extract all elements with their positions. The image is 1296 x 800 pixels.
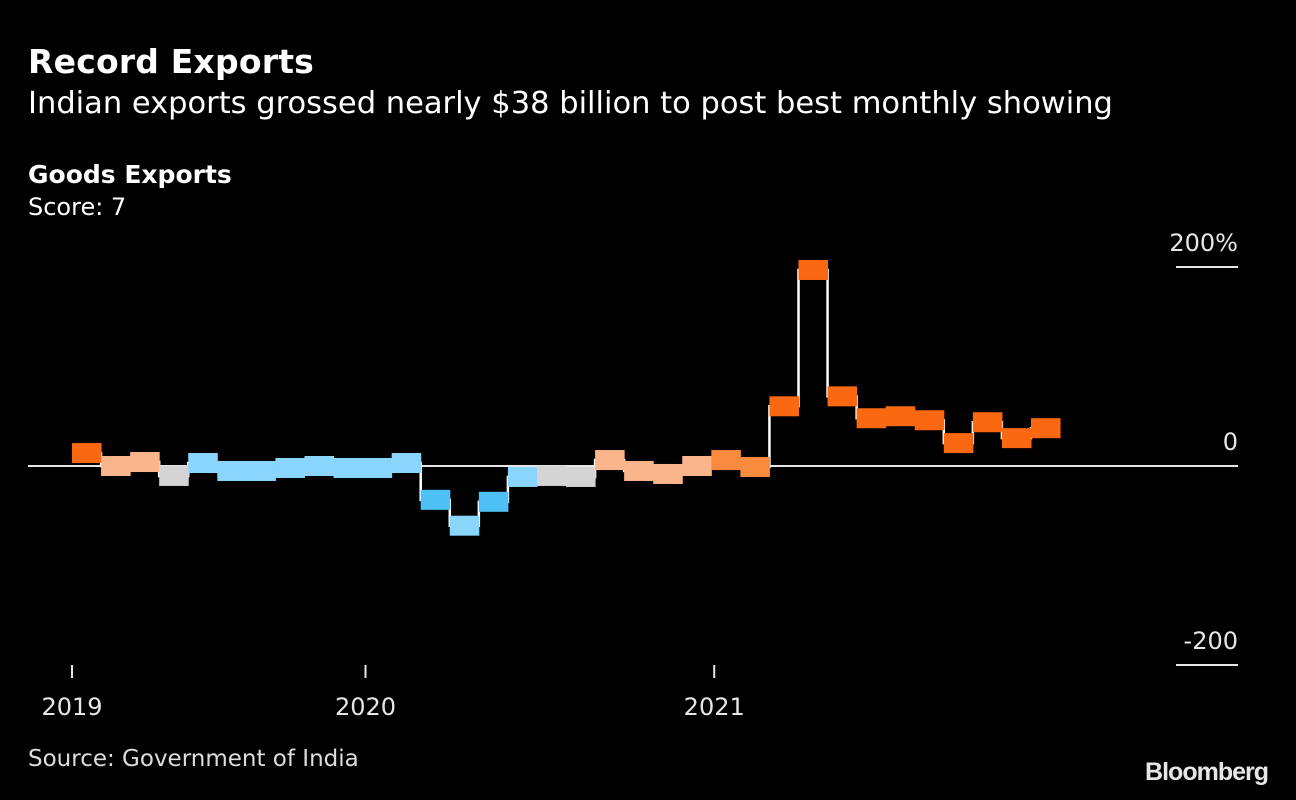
series-step-line — [72, 268, 1061, 527]
month-block — [275, 457, 305, 478]
month-block — [943, 433, 974, 454]
x-tick-label: 2020 — [335, 693, 396, 721]
month-block — [972, 412, 1003, 433]
month-block — [885, 406, 916, 427]
month-block — [536, 465, 567, 486]
month-block — [246, 460, 276, 481]
month-block — [798, 259, 829, 280]
month-block — [1030, 418, 1061, 439]
month-block — [1001, 428, 1032, 449]
score-label: Score: 7 — [28, 193, 127, 221]
y-axis: 200% 0 -200 — [1169, 229, 1238, 666]
month-block — [449, 515, 480, 536]
y-tick-label: 0 — [1223, 428, 1238, 456]
x-tick-label: 2019 — [41, 693, 102, 721]
month-block — [769, 396, 799, 417]
month-block — [827, 386, 858, 407]
month-block — [507, 466, 538, 487]
month-block — [420, 489, 451, 510]
month-block — [362, 457, 393, 478]
month-block — [682, 456, 712, 476]
panel-title: Goods Exports — [28, 160, 232, 189]
month-block — [566, 466, 596, 487]
y-tick-label: 200% — [1169, 229, 1238, 257]
month-block — [159, 465, 189, 486]
month-block — [101, 456, 131, 476]
month-block — [72, 443, 102, 464]
month-block — [130, 452, 160, 473]
month-block — [217, 460, 247, 481]
month-block — [333, 457, 364, 478]
y-tick-label: -200 — [1184, 627, 1238, 655]
month-block — [740, 456, 770, 477]
month-block — [188, 453, 218, 474]
chart-title: Record Exports — [28, 42, 315, 81]
month-block — [391, 453, 422, 474]
month-block — [478, 491, 509, 512]
month-block — [304, 456, 335, 476]
x-axis: 2019 2020 2021 — [41, 665, 745, 721]
month-block — [856, 408, 887, 429]
month-blocks — [72, 259, 1061, 536]
chart-subtitle: Indian exports grossed nearly $38 billio… — [28, 86, 1113, 121]
bloomberg-logo: Bloomberg — [1145, 758, 1269, 786]
month-block — [595, 450, 625, 471]
step-line-series — [72, 268, 1061, 527]
month-block — [914, 410, 945, 431]
month-block — [624, 460, 654, 481]
source-note: Source: Government of India — [28, 746, 359, 772]
month-block — [711, 450, 741, 471]
month-block — [653, 463, 683, 484]
x-tick-label: 2021 — [684, 693, 745, 721]
